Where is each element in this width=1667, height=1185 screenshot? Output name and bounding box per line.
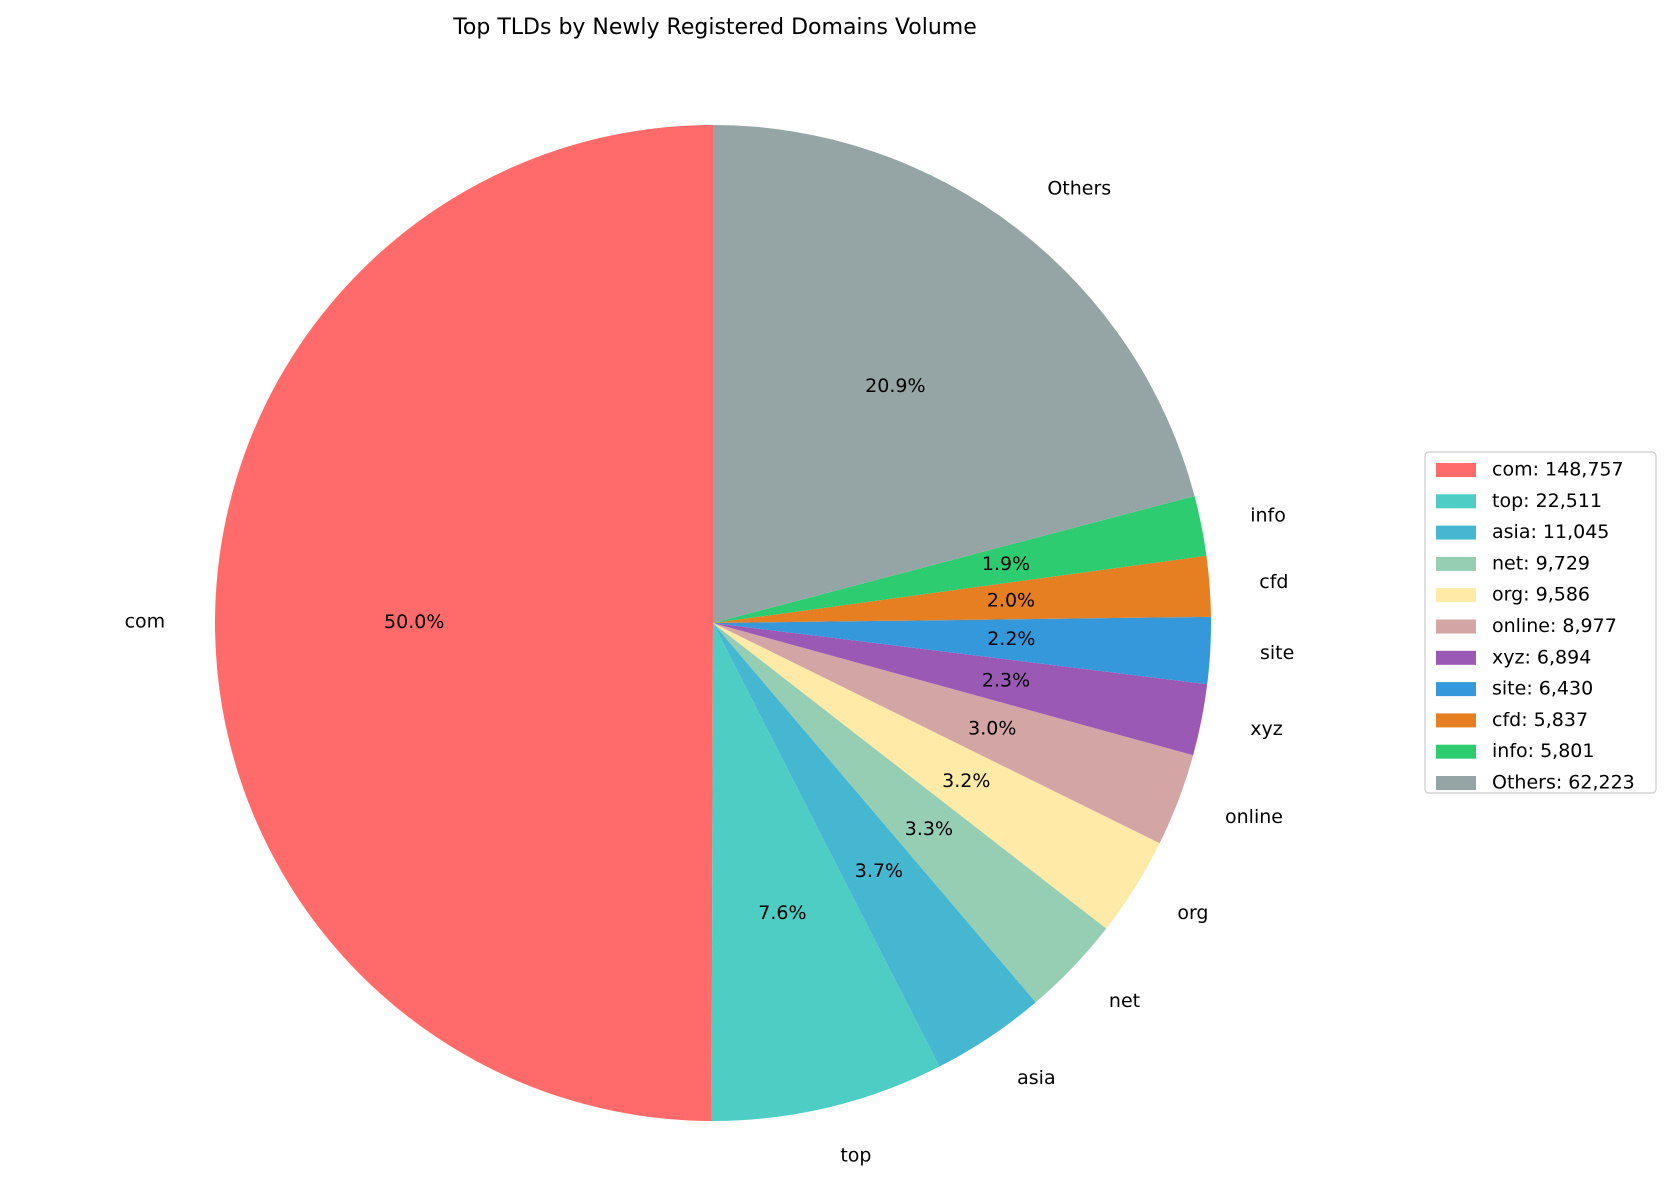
slice-label-net: net: [1109, 990, 1140, 1012]
legend-label-others: Others: 62,223: [1492, 772, 1635, 794]
legend-item-com: com: 148,757: [1436, 459, 1624, 481]
pie-slices: [215, 125, 1211, 1121]
legend-swatch-online: [1436, 619, 1476, 634]
legend-label-info: info: 5,801: [1492, 740, 1594, 762]
slice-label-cfd: cfd: [1259, 571, 1288, 593]
pie-slice-org: [713, 623, 1160, 929]
legend-item-cfd: cfd: 5,837: [1436, 709, 1588, 731]
slice-label-site: site: [1260, 642, 1294, 664]
percentage-labels: 50.0% 7.6% 3.7%3.3% 3.2% 3.0% 2.3% 2.2% 2.0% 1.9…: [384, 375, 1035, 924]
legend-item-net: net: 9,729: [1436, 552, 1590, 574]
slice-label-org: org: [1177, 902, 1208, 924]
legend-label-net: net: 9,729: [1492, 552, 1590, 574]
pie-slice-xyz: [713, 623, 1208, 756]
slice-label-top: top: [840, 1144, 871, 1166]
pct-label-xyz: 2.3%: [982, 670, 1030, 692]
slice-label-others: Others: [1047, 178, 1111, 200]
pie-slice-asia: [713, 623, 1036, 1067]
pct-label-info: 1.9%: [982, 553, 1030, 575]
slice-labels: com top asia net org online xyz site cfd info Othe…: [125, 178, 1295, 1167]
legend-item-site: site: 6,430: [1436, 678, 1593, 700]
legend-swatch-com: [1436, 463, 1476, 477]
legend-label-com: com: 148,757: [1492, 459, 1624, 481]
pct-label-asia: 3.7%: [855, 860, 903, 882]
pie-slice-site: [713, 616, 1211, 685]
legend-item-top: top: 22,511: [1436, 490, 1602, 512]
legend-label-asia: asia: 11,045: [1492, 521, 1609, 543]
pie-slice-info: [713, 495, 1207, 623]
legend-item-others: Others: 62,223: [1436, 772, 1635, 794]
legend-swatch-site: [1436, 682, 1476, 697]
legend-label-online: online: 8,977: [1492, 615, 1617, 637]
slice-label-asia: asia: [1017, 1067, 1055, 1089]
slice-label-online: online: [1225, 806, 1283, 828]
legend-item-org: org: 9,586: [1436, 584, 1590, 606]
pct-label-net: 3.3%: [905, 818, 953, 840]
legend-swatch-asia: [1436, 525, 1476, 540]
pie-slice-com: [215, 125, 713, 1121]
slice-label-com: com: [125, 611, 166, 633]
legend-swatch-top: [1436, 494, 1476, 509]
pie-slice-top: [711, 623, 940, 1121]
pct-label-cfd: 2.0%: [987, 589, 1035, 611]
pct-label-others: 20.9%: [865, 375, 925, 397]
legend-label-site: site: 6,430: [1492, 678, 1593, 700]
slice-label-xyz: xyz: [1250, 718, 1282, 740]
legend-swatch-xyz: [1436, 650, 1476, 665]
legend-item-xyz: xyz: 6,894: [1436, 646, 1591, 668]
pct-label-online: 3.0%: [968, 718, 1016, 740]
pct-label-com: 50.0%: [384, 611, 444, 633]
legend: com: 148,757 top: 22,511 asia: 11,045 net: …: [1424, 451, 1657, 794]
legend-item-asia: asia: 11,045: [1436, 521, 1609, 543]
pct-label-org: 3.2%: [942, 770, 990, 792]
legend-label-cfd: cfd: 5,837: [1492, 709, 1588, 731]
chart-title: Top TLDs by Newly Registered Domains Vol…: [452, 15, 977, 40]
legend-swatch-info: [1436, 744, 1476, 759]
legend-label-top: top: 22,511: [1492, 490, 1602, 512]
legend-label-xyz: xyz: 6,894: [1492, 646, 1591, 668]
legend-swatch-cfd: [1436, 713, 1476, 728]
legend-frame: [1424, 451, 1657, 794]
legend-swatch-others: [1436, 776, 1476, 790]
pie-slice-online: [713, 623, 1194, 844]
pct-label-site: 2.2%: [987, 628, 1035, 650]
legend-swatch-org: [1436, 588, 1476, 603]
pie-slice-others: [713, 125, 1195, 623]
legend-swatch-net: [1436, 556, 1476, 571]
pie-slice-cfd: [713, 555, 1211, 623]
slice-label-info: info: [1250, 504, 1286, 526]
pie-slice-net: [713, 623, 1107, 1003]
legend-item-online: online: 8,977: [1436, 615, 1617, 637]
legend-item-info: info: 5,801: [1436, 740, 1594, 762]
legend-label-org: org: 9,586: [1492, 584, 1590, 606]
pct-label-top: 7.6%: [758, 902, 806, 924]
